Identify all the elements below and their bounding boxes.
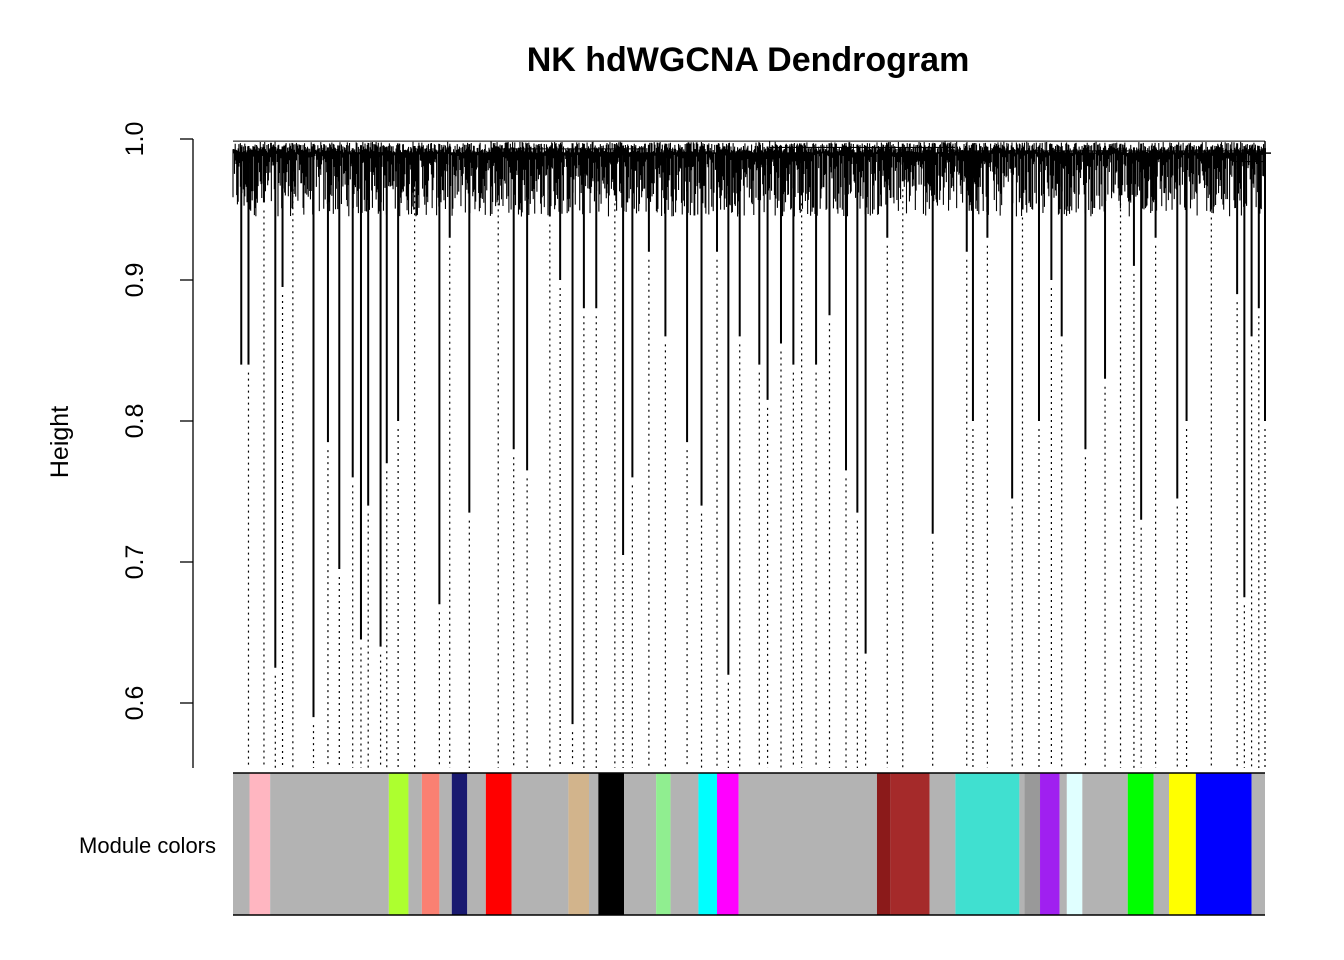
- module-color-segment: [876, 773, 891, 915]
- y-tick-label: 1.0: [121, 122, 149, 157]
- module-color-segment: [568, 773, 590, 915]
- module-color-segment: [1082, 773, 1128, 915]
- dendrogram-branches: [232, 140, 1271, 725]
- y-axis: 0.6 0.7 0.8 0.9 1.0: [121, 122, 194, 768]
- module-color-segment: [717, 773, 739, 915]
- module-color-segment: [421, 773, 440, 915]
- module-color-segment: [1127, 773, 1154, 915]
- module-color-segment: [598, 773, 625, 915]
- module-color-segment: [408, 773, 422, 915]
- module-color-segment: [1169, 773, 1196, 915]
- module-color-segment: [738, 773, 877, 915]
- module-color-segment: [656, 773, 671, 915]
- module-color-segment: [955, 773, 1020, 915]
- module-color-segment: [1024, 773, 1041, 915]
- module-color-segment: [270, 773, 389, 915]
- module-color-segment: [388, 773, 409, 915]
- y-tick-label: 0.8: [121, 404, 149, 439]
- module-color-segment: [511, 773, 569, 915]
- module-color-segment: [929, 773, 956, 915]
- module-color-segment: [1019, 773, 1025, 915]
- module-color-segment: [1153, 773, 1170, 915]
- module-color-segment: [485, 773, 512, 915]
- color-bar-label: Module colors: [79, 833, 216, 858]
- module-color-segment: [439, 773, 452, 915]
- chart-title: NK hdWGCNA Dendrogram: [527, 41, 970, 79]
- module-color-segment: [698, 773, 718, 915]
- module-color-segment: [1251, 773, 1265, 915]
- y-tick-label: 0.7: [121, 545, 149, 580]
- module-color-segment: [890, 773, 930, 915]
- leaf-drop-lines: [247, 189, 1266, 768]
- module-color-segment: [624, 773, 657, 915]
- module-color-segment: [249, 773, 271, 915]
- module-color-segment: [1059, 773, 1067, 915]
- dendrogram-fine-branches: [232, 140, 1266, 217]
- y-axis-label: Height: [46, 406, 74, 478]
- module-color-segment: [1040, 773, 1060, 915]
- module-color-segment: [1066, 773, 1083, 915]
- module-color-segment: [451, 773, 468, 915]
- y-tick-label: 0.6: [121, 686, 149, 721]
- module-color-segment: [1195, 773, 1252, 915]
- module-color-segment: [670, 773, 699, 915]
- module-color-segment: [233, 773, 250, 915]
- module-color-segment: [589, 773, 599, 915]
- y-tick-label: 0.9: [121, 263, 149, 298]
- module-color-bar: [233, 772, 1265, 916]
- module-color-segment: [467, 773, 486, 915]
